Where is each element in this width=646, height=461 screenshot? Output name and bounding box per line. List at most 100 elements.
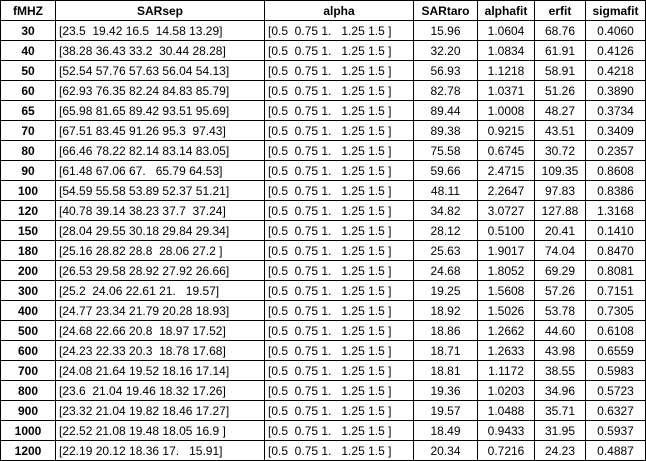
cell-sartaro: 24.68 xyxy=(413,260,478,281)
cell-alphafit: 1.0834 xyxy=(477,40,535,61)
table-row: 1000 [22.52 21.08 19.48 18.05 16.9 ] [0.5 … xyxy=(0,420,646,441)
cell-alpha: [0.5 0.75 1. 1.25 1.5 ] xyxy=(264,400,414,421)
cell-fmhz: 200 xyxy=(0,260,56,281)
cell-alpha: [0.5 0.75 1. 1.25 1.5 ] xyxy=(264,200,414,221)
cell-alpha: [0.5 0.75 1. 1.25 1.5 ] xyxy=(264,100,414,121)
cell-sigmafit: 0.5723 xyxy=(585,380,646,401)
cell-alphafit: 2.2647 xyxy=(477,180,535,201)
cell-alphafit: 1.8052 xyxy=(477,260,535,281)
cell-sigmafit: 0.2357 xyxy=(585,140,646,161)
cell-sarsep: [22.19 20.12 18.36 17. 15.91] xyxy=(55,440,265,461)
table-row: 180 [25.16 28.82 28.8 28.06 27.2 ] [0.5 0.… xyxy=(0,240,646,261)
cell-sigmafit: 0.6327 xyxy=(585,400,646,421)
cell-sarsep: [40.78 39.14 38.23 37.7 37.24] xyxy=(55,200,265,221)
cell-sarsep: [67.51 83.45 91.26 95.3 97.43] xyxy=(55,120,265,141)
cell-fmhz: 600 xyxy=(0,340,56,361)
cell-alphafit: 1.1218 xyxy=(477,60,535,81)
cell-erfit: 127.88 xyxy=(534,200,586,221)
cell-alphafit: 0.9215 xyxy=(477,120,535,141)
cell-fmhz: 120 xyxy=(0,200,56,221)
column-header-sartaro: SARtaro xyxy=(413,0,478,21)
cell-sartaro: 32.20 xyxy=(413,40,478,61)
cell-sarsep: [25.2 24.06 22.61 21. 19.57] xyxy=(55,280,265,301)
cell-alphafit: 0.9433 xyxy=(477,420,535,441)
cell-erfit: 43.98 xyxy=(534,340,586,361)
table-row: 30 [23.5 19.42 16.5 14.58 13.29] [0.5 0.75… xyxy=(0,20,646,41)
cell-sarsep: [26.53 29.58 28.92 27.92 26.66] xyxy=(55,260,265,281)
cell-erfit: 58.91 xyxy=(534,60,586,81)
cell-alphafit: 1.0604 xyxy=(477,20,535,41)
table-row: 120 [40.78 39.14 38.23 37.7 37.24] [0.5 0.… xyxy=(0,200,646,221)
cell-erfit: 51.26 xyxy=(534,80,586,101)
table-row: 400 [24.77 23.34 21.79 20.28 18.93] [0.5 0… xyxy=(0,300,646,321)
cell-sigmafit: 0.4887 xyxy=(585,440,646,461)
cell-sartaro: 20.34 xyxy=(413,440,478,461)
cell-sarsep: [23.5 19.42 16.5 14.58 13.29] xyxy=(55,20,265,41)
cell-fmhz: 1200 xyxy=(0,440,56,461)
table-body: 30 [23.5 19.42 16.5 14.58 13.29] [0.5 0.75… xyxy=(0,20,646,461)
cell-sartaro: 18.86 xyxy=(413,320,478,341)
cell-erfit: 57.26 xyxy=(534,280,586,301)
cell-erfit: 20.41 xyxy=(534,220,586,241)
cell-sigmafit: 0.3734 xyxy=(585,100,646,121)
cell-sigmafit: 0.8608 xyxy=(585,160,646,181)
cell-sartaro: 48.11 xyxy=(413,180,478,201)
cell-alpha: [0.5 0.75 1. 1.25 1.5 ] xyxy=(264,220,414,241)
cell-alphafit: 0.7216 xyxy=(477,440,535,461)
cell-alpha: [0.5 0.75 1. 1.25 1.5 ] xyxy=(264,300,414,321)
cell-alphafit: 1.0203 xyxy=(477,380,535,401)
cell-erfit: 43.51 xyxy=(534,120,586,141)
cell-alpha: [0.5 0.75 1. 1.25 1.5 ] xyxy=(264,340,414,361)
cell-sigmafit: 0.8470 xyxy=(585,240,646,261)
cell-fmhz: 50 xyxy=(0,60,56,81)
cell-alpha: [0.5 0.75 1. 1.25 1.5 ] xyxy=(264,140,414,161)
cell-sartaro: 19.25 xyxy=(413,280,478,301)
cell-sarsep: [23.6 21.04 19.46 18.32 17.26] xyxy=(55,380,265,401)
cell-sarsep: [65.98 81.65 89.42 93.51 95.69] xyxy=(55,100,265,121)
table-row: 65 [65.98 81.65 89.42 93.51 95.69] [0.5 0.… xyxy=(0,100,646,121)
table-row: 200 [26.53 29.58 28.92 27.92 26.66] [0.5 0… xyxy=(0,260,646,281)
column-header-fmhz: fMHZ xyxy=(0,0,56,21)
cell-sartaro: 18.49 xyxy=(413,420,478,441)
cell-alpha: [0.5 0.75 1. 1.25 1.5 ] xyxy=(264,280,414,301)
cell-sigmafit: 0.4218 xyxy=(585,60,646,81)
cell-fmhz: 400 xyxy=(0,300,56,321)
cell-alphafit: 1.2633 xyxy=(477,340,535,361)
cell-erfit: 38.55 xyxy=(534,360,586,381)
cell-erfit: 31.95 xyxy=(534,420,586,441)
cell-sigmafit: 0.3890 xyxy=(585,80,646,101)
cell-sarsep: [24.68 22.66 20.8 18.97 17.52] xyxy=(55,320,265,341)
table-row: 700 [24.08 21.64 19.52 18.16 17.14] [0.5 0… xyxy=(0,360,646,381)
cell-fmhz: 90 xyxy=(0,160,56,181)
column-header-alphafit: alphafit xyxy=(477,0,535,21)
table-row: 70 [67.51 83.45 91.26 95.3 97.43] [0.5 0.7… xyxy=(0,120,646,141)
cell-alphafit: 2.4715 xyxy=(477,160,535,181)
cell-sartaro: 56.93 xyxy=(413,60,478,81)
table-row: 80 [66.46 78.22 82.14 83.14 83.05] [0.5 0.… xyxy=(0,140,646,161)
column-header-sarsep: SARsep xyxy=(55,0,265,21)
cell-sigmafit: 0.6108 xyxy=(585,320,646,341)
cell-sarsep: [28.04 29.55 30.18 29.84 29.34] xyxy=(55,220,265,241)
cell-sartaro: 34.82 xyxy=(413,200,478,221)
cell-erfit: 34.96 xyxy=(534,380,586,401)
cell-sartaro: 25.63 xyxy=(413,240,478,261)
cell-erfit: 48.27 xyxy=(534,100,586,121)
cell-fmhz: 70 xyxy=(0,120,56,141)
cell-alpha: [0.5 0.75 1. 1.25 1.5 ] xyxy=(264,440,414,461)
cell-alpha: [0.5 0.75 1. 1.25 1.5 ] xyxy=(264,160,414,181)
cell-fmhz: 300 xyxy=(0,280,56,301)
table-row: 600 [24.23 22.33 20.3 18.78 17.68] [0.5 0.… xyxy=(0,340,646,361)
table-row: 150 [28.04 29.55 30.18 29.84 29.34] [0.5 0… xyxy=(0,220,646,241)
cell-alphafit: 0.5100 xyxy=(477,220,535,241)
cell-alphafit: 1.1172 xyxy=(477,360,535,381)
cell-fmhz: 900 xyxy=(0,400,56,421)
cell-alpha: [0.5 0.75 1. 1.25 1.5 ] xyxy=(264,260,414,281)
cell-sartaro: 18.92 xyxy=(413,300,478,321)
table-row: 900 [23.32 21.04 19.82 18.46 17.27] [0.5 0… xyxy=(0,400,646,421)
cell-sartaro: 82.78 xyxy=(413,80,478,101)
cell-fmhz: 60 xyxy=(0,80,56,101)
table-row: 1200 [22.19 20.12 18.36 17. 15.91] [0.5 0.… xyxy=(0,440,646,461)
table-row: 60 [62.93 76.35 82.24 84.83 85.79] [0.5 0.… xyxy=(0,80,646,101)
cell-fmhz: 150 xyxy=(0,220,56,241)
